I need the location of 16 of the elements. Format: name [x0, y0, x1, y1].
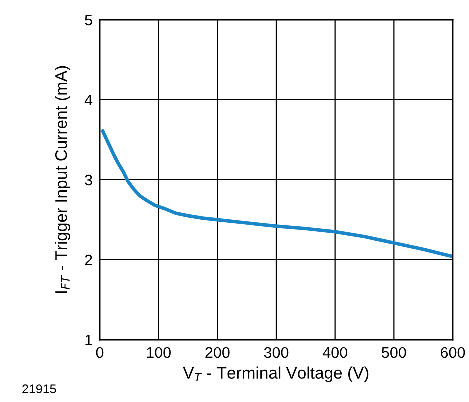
- y-tick-label: 2: [85, 254, 92, 266]
- x-tick-label: 0: [96, 347, 104, 358]
- y-tick-label: 5: [85, 15, 92, 26]
- y-tick-label: 3: [85, 174, 92, 186]
- x-tick-label: 300: [264, 347, 289, 358]
- y-tick-label: 4: [84, 95, 93, 106]
- line-series: [101, 129, 453, 259]
- x-tick-label: 200: [206, 347, 230, 358]
- y-axis-title: I$_{FT}$ - Trigger Input Current (mA): [55, 66, 71, 294]
- text: 21915: [22, 384, 56, 394]
- x-tick-label: 600: [441, 347, 466, 358]
- x-tick-label: 400: [322, 347, 348, 358]
- x-axis-title: V$_{T}$ - Terminal Voltage (V): [183, 366, 369, 382]
- y-tick-label: 1: [86, 335, 92, 346]
- x-tick-label: 100: [147, 347, 171, 358]
- x-tick-label: 500: [382, 347, 406, 358]
